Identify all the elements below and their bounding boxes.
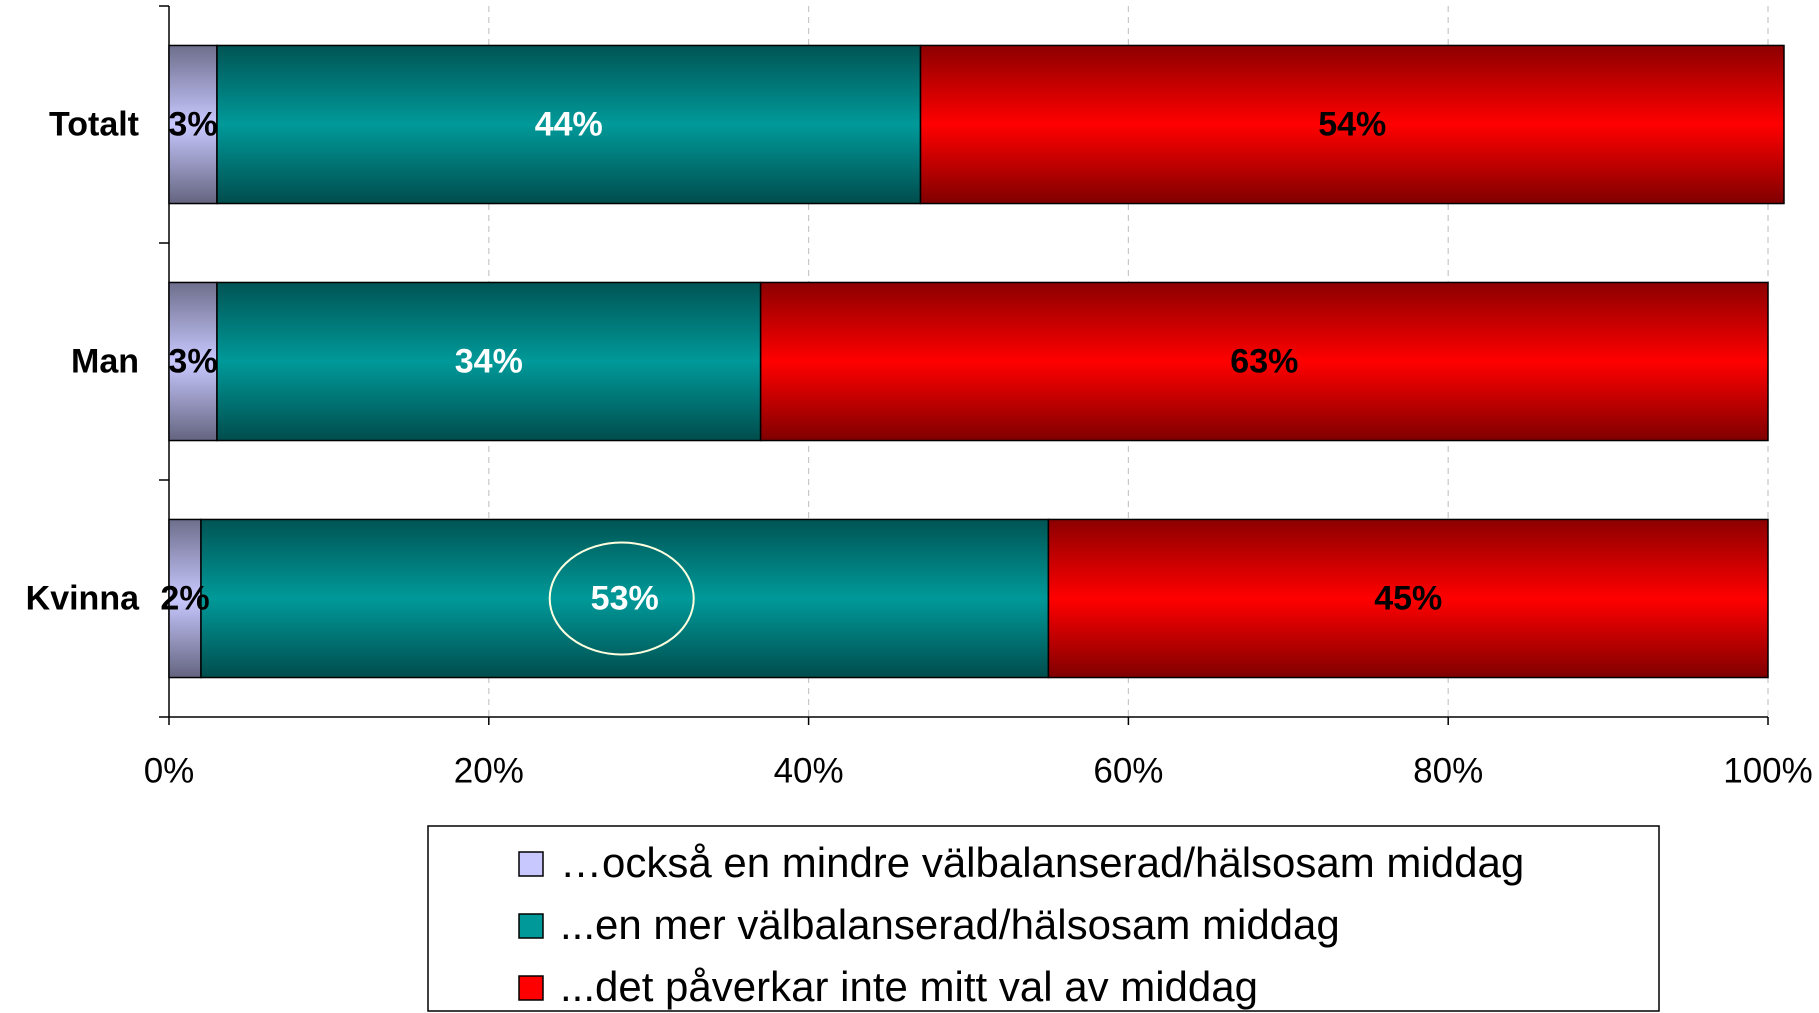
x-tick-label: 100% (1723, 751, 1813, 790)
legend-box (427, 825, 1660, 1012)
data-label: 54% (1318, 105, 1386, 143)
legend-swatch (518, 913, 544, 939)
legend-label: ...det påverkar inte mitt val av middag (560, 963, 1258, 1010)
legend-label: ...en mer välbalanserad/hälsosam middag (560, 901, 1340, 948)
legend-label: …också en mindre välbalanserad/hälsosam … (560, 839, 1524, 886)
bar-outline (1047, 518, 1769, 679)
bar-segment (1047, 518, 1769, 679)
bar-shade (920, 45, 1784, 204)
highlight-ellipse (548, 541, 695, 656)
x-tick-label: 0% (144, 751, 195, 790)
bar-shade (760, 282, 1768, 441)
data-label: 3% (168, 342, 217, 380)
legend-swatch (518, 851, 544, 877)
bar-outline (759, 281, 1769, 442)
bar-shade (169, 45, 217, 204)
x-tick-label: 20% (454, 751, 524, 790)
bar-segment (759, 281, 1769, 442)
x-tick-label: 80% (1413, 751, 1483, 790)
bar-shade (169, 282, 217, 441)
bar-segment (200, 518, 1050, 679)
y-tick-label: Totalt (49, 105, 139, 143)
bar-segment (168, 281, 218, 442)
data-label: 34% (455, 342, 523, 380)
bar-segment (216, 44, 922, 205)
y-tick-label: Man (71, 342, 139, 380)
bar-shade (216, 45, 921, 204)
legend-swatch (518, 975, 544, 1001)
bar-shade (216, 282, 761, 441)
x-tick-label: 40% (774, 751, 844, 790)
y-tick-label: Kvinna (26, 579, 140, 617)
bar-segment (168, 518, 202, 679)
x-tick-label: 60% (1093, 751, 1163, 790)
data-label: 3% (168, 105, 217, 143)
bar-shade (200, 519, 1049, 678)
bar-segment (216, 281, 762, 442)
data-label: 53% (591, 579, 659, 617)
data-label: 2% (160, 579, 209, 617)
bar-shade (1048, 519, 1768, 678)
bar-outline (919, 44, 1785, 205)
data-label: 44% (535, 105, 603, 143)
data-label: 45% (1374, 579, 1442, 617)
bar-segment (919, 44, 1785, 205)
bar-shade (169, 519, 201, 678)
data-label: 63% (1230, 342, 1298, 380)
